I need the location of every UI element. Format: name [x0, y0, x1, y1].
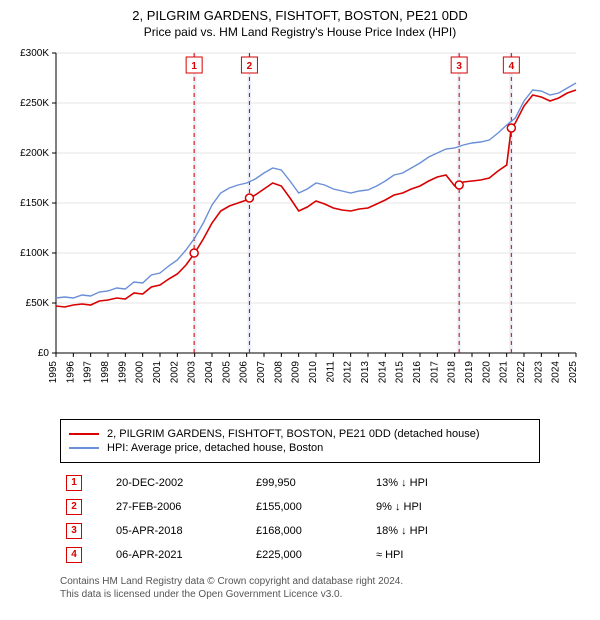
svg-text:£50K: £50K: [26, 298, 50, 309]
footer-line: Contains HM Land Registry data © Crown c…: [60, 575, 540, 588]
svg-text:2002: 2002: [169, 361, 180, 384]
svg-text:£250K: £250K: [20, 98, 49, 109]
svg-text:2023: 2023: [533, 361, 544, 384]
sales-row: 2 27-FEB-2006£155,0009% ↓ HPI: [60, 495, 540, 519]
legend-text: 2, PILGRIM GARDENS, FISHTOFT, BOSTON, PE…: [107, 428, 480, 440]
svg-text:2013: 2013: [360, 361, 371, 384]
svg-text:£300K: £300K: [20, 48, 49, 59]
svg-text:2024: 2024: [551, 361, 562, 384]
svg-text:3: 3: [456, 61, 462, 72]
sale-delta: ≈ HPI: [370, 543, 540, 567]
footer-line: This data is licensed under the Open Gov…: [60, 588, 540, 601]
sale-date: 06-APR-2021: [110, 543, 250, 567]
svg-text:2: 2: [247, 61, 253, 72]
svg-text:2006: 2006: [239, 361, 250, 384]
chart-subtitle: Price paid vs. HM Land Registry's House …: [10, 25, 590, 39]
svg-text:2008: 2008: [273, 361, 284, 384]
sale-delta: 9% ↓ HPI: [370, 495, 540, 519]
sale-price: £225,000: [250, 543, 370, 567]
svg-text:2011: 2011: [325, 361, 336, 383]
svg-text:2005: 2005: [221, 361, 232, 384]
svg-text:2021: 2021: [499, 361, 510, 384]
svg-text:1997: 1997: [83, 361, 94, 384]
sales-row: 3 05-APR-2018£168,00018% ↓ HPI: [60, 519, 540, 543]
svg-text:£150K: £150K: [20, 198, 49, 209]
legend-swatch: [69, 447, 99, 449]
svg-text:2012: 2012: [343, 361, 354, 384]
legend-swatch: [69, 433, 99, 435]
svg-text:4: 4: [509, 61, 515, 72]
svg-text:2009: 2009: [291, 361, 302, 384]
chart-title-address: 2, PILGRIM GARDENS, FISHTOFT, BOSTON, PE…: [10, 8, 590, 23]
legend: 2, PILGRIM GARDENS, FISHTOFT, BOSTON, PE…: [60, 419, 540, 463]
svg-text:£0: £0: [38, 348, 50, 359]
svg-text:£200K: £200K: [20, 148, 49, 159]
sale-delta: 18% ↓ HPI: [370, 519, 540, 543]
svg-text:1996: 1996: [65, 361, 76, 384]
attribution-footer: Contains HM Land Registry data © Crown c…: [60, 575, 540, 601]
sale-marker-icon: 2: [66, 499, 82, 515]
sale-price: £155,000: [250, 495, 370, 519]
svg-text:2017: 2017: [429, 361, 440, 384]
svg-text:2016: 2016: [412, 361, 423, 384]
sale-date: 27-FEB-2006: [110, 495, 250, 519]
price-chart: £0 £50K £100K £150K £200K £250K £300K 1995 1996 1…: [10, 47, 590, 407]
svg-text:2010: 2010: [308, 361, 319, 384]
sale-delta: 13% ↓ HPI: [370, 471, 540, 495]
svg-text:1999: 1999: [117, 361, 128, 384]
svg-text:2001: 2001: [152, 361, 163, 384]
svg-text:2004: 2004: [204, 361, 215, 384]
svg-text:2018: 2018: [447, 361, 458, 384]
sale-date: 20-DEC-2002: [110, 471, 250, 495]
svg-text:2022: 2022: [516, 361, 527, 384]
sale-marker-icon: 1: [66, 475, 82, 491]
svg-text:2019: 2019: [464, 361, 475, 384]
svg-text:£100K: £100K: [20, 248, 49, 259]
svg-text:2020: 2020: [481, 361, 492, 384]
svg-text:2000: 2000: [135, 361, 146, 384]
legend-item: HPI: Average price, detached house, Bost…: [69, 442, 531, 454]
svg-text:1: 1: [191, 61, 197, 72]
chart-svg: £0 £50K £100K £150K £200K £250K £300K 1995 1996 1…: [10, 47, 590, 407]
svg-text:2014: 2014: [377, 361, 388, 384]
sales-table: 1 20-DEC-2002£99,95013% ↓ HPI 2 27-FEB-2006…: [60, 471, 540, 567]
svg-text:2015: 2015: [395, 361, 406, 384]
svg-text:2025: 2025: [568, 361, 579, 384]
sales-row: 4 06-APR-2021£225,000≈ HPI: [60, 543, 540, 567]
legend-text: HPI: Average price, detached house, Bost…: [107, 442, 323, 454]
sale-marker-icon: 3: [66, 523, 82, 539]
svg-text:1998: 1998: [100, 361, 111, 384]
legend-item: 2, PILGRIM GARDENS, FISHTOFT, BOSTON, PE…: [69, 428, 531, 440]
sale-price: £99,950: [250, 471, 370, 495]
sale-price: £168,000: [250, 519, 370, 543]
svg-text:1995: 1995: [48, 361, 59, 384]
svg-text:2007: 2007: [256, 361, 267, 384]
svg-text:2003: 2003: [187, 361, 198, 384]
sales-row: 1 20-DEC-2002£99,95013% ↓ HPI: [60, 471, 540, 495]
sale-marker-icon: 4: [66, 547, 82, 563]
sale-date: 05-APR-2018: [110, 519, 250, 543]
